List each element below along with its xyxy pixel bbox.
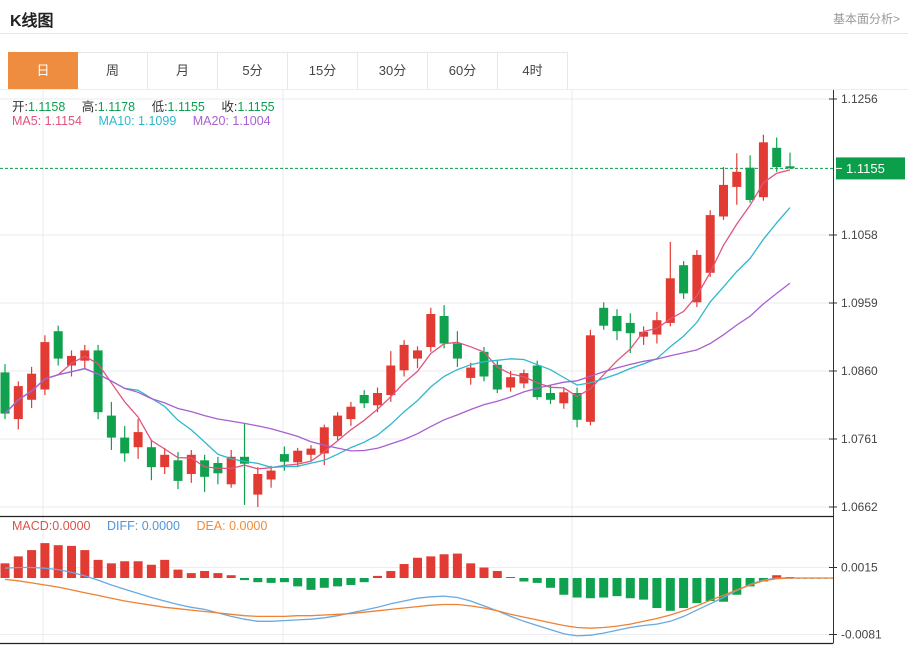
widget-header: K线图 基本面分析> xyxy=(0,0,908,34)
svg-text:-0.0081: -0.0081 xyxy=(841,628,882,642)
tab-week[interactable]: 周 xyxy=(78,52,148,90)
svg-text:1.0761: 1.0761 xyxy=(841,432,878,446)
chart-canvas[interactable]: 1.1256 1.1058 1.0959 1.0860 1.0761 1.0662 0.00… xyxy=(0,90,908,649)
svg-text:1.1058: 1.1058 xyxy=(841,228,878,242)
svg-text:0.0015: 0.0015 xyxy=(841,561,878,575)
svg-text:1.0662: 1.0662 xyxy=(841,500,878,514)
tab-month[interactable]: 月 xyxy=(148,52,218,90)
svg-text:1.0860: 1.0860 xyxy=(841,364,878,378)
tab-5min[interactable]: 5分 xyxy=(218,52,288,90)
page-title: K线图 xyxy=(10,13,54,30)
ma10-line xyxy=(4,207,791,468)
dea-line xyxy=(4,577,791,629)
tab-day[interactable]: 日 xyxy=(8,52,78,90)
macd-histogram xyxy=(0,543,795,611)
current-price-chip-value: 1.1155 xyxy=(846,161,885,176)
diff-line xyxy=(4,566,790,637)
tab-15min[interactable]: 15分 xyxy=(288,52,358,90)
tab-4hour[interactable]: 4时 xyxy=(498,52,568,90)
axis-labels: 1.1256 1.1058 1.0959 1.0860 1.0761 1.0662 0.00… xyxy=(829,92,882,642)
current-price-chip xyxy=(836,157,905,180)
ma5-line xyxy=(4,169,791,470)
svg-text:1.1256: 1.1256 xyxy=(841,92,878,106)
interval-tabbar: 日周月 5分 15分 30分 60分 4时 xyxy=(8,52,568,90)
tabbar-divider xyxy=(0,89,908,90)
tab-30min[interactable]: 30分 xyxy=(358,52,428,90)
candles xyxy=(0,134,795,507)
kline-chart[interactable]: 1.1256 1.1058 1.0959 1.0860 1.0761 1.0662 0.00… xyxy=(0,90,908,649)
ma20-line xyxy=(4,282,791,452)
svg-text:1.0959: 1.0959 xyxy=(841,296,878,310)
tab-60min[interactable]: 60分 xyxy=(428,52,498,90)
fundamental-analysis-link[interactable]: 基本面分析> xyxy=(832,12,900,26)
